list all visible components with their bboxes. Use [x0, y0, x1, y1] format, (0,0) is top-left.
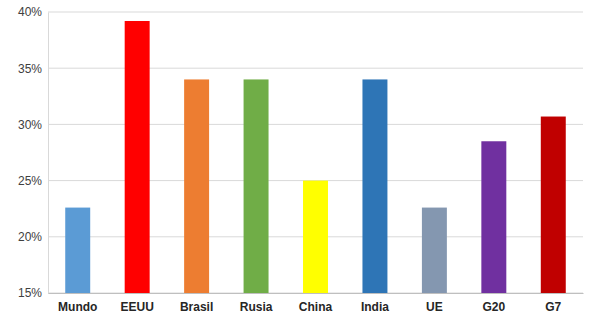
y-tick: 20%	[18, 230, 48, 244]
y-tick: 35%	[18, 62, 48, 76]
x-tick: EEUU	[120, 293, 153, 314]
grid-line	[48, 12, 583, 13]
bar	[541, 117, 566, 293]
x-tick: India	[361, 293, 389, 314]
x-tick-label: China	[299, 300, 333, 314]
x-tick-label: G7	[545, 300, 561, 314]
bar	[125, 21, 150, 293]
x-tick: Brasil	[180, 293, 213, 314]
bar	[65, 208, 90, 293]
x-axis-line	[49, 293, 584, 294]
x-axis: Mundo EEUU Brasil Rusia China India UE G20 G7	[49, 293, 584, 314]
x-tick: UE	[426, 293, 443, 314]
x-tick: G7	[545, 293, 561, 314]
bar	[362, 79, 387, 293]
x-tick-label: EEUU	[120, 300, 153, 314]
y-tick: 40%	[18, 5, 48, 19]
y-axis-line	[48, 13, 49, 294]
bar	[244, 79, 269, 293]
y-tick: 25%	[18, 174, 48, 188]
bars	[65, 21, 566, 293]
bar	[184, 79, 209, 293]
y-tick: 15%	[18, 286, 48, 300]
x-tick-label: Mundo	[58, 300, 97, 314]
x-tick-label: Brasil	[180, 300, 213, 314]
bar	[303, 181, 328, 293]
x-tick-label: Rusia	[240, 300, 273, 314]
y-tick-label: 35%	[18, 62, 42, 76]
y-tick-label: 20%	[18, 230, 42, 244]
x-tick: Mundo	[58, 293, 97, 314]
bar	[481, 141, 506, 293]
plot: 15% 20% 25% 30% 35% 40% Mundo EEUU Brasil Rusia Ch…	[18, 5, 584, 313]
x-tick-label: G20	[482, 300, 505, 314]
y-tick-label: 25%	[18, 174, 42, 188]
x-tick: China	[299, 293, 333, 314]
grid	[48, 12, 583, 293]
y-tick-label: 40%	[18, 5, 42, 19]
y-axis: 15% 20% 25% 30% 35% 40%	[18, 5, 49, 300]
y-tick: 30%	[18, 118, 48, 132]
x-tick: Rusia	[240, 293, 273, 314]
y-tick-label: 30%	[18, 118, 42, 132]
x-tick: G20	[482, 293, 505, 314]
x-tick-label: UE	[426, 300, 443, 314]
chart: 15% 20% 25% 30% 35% 40% Mundo EEUU Brasil Rusia Ch…	[0, 0, 591, 328]
y-tick-label: 15%	[18, 286, 42, 300]
x-tick-label: India	[361, 300, 389, 314]
bar	[422, 208, 447, 293]
